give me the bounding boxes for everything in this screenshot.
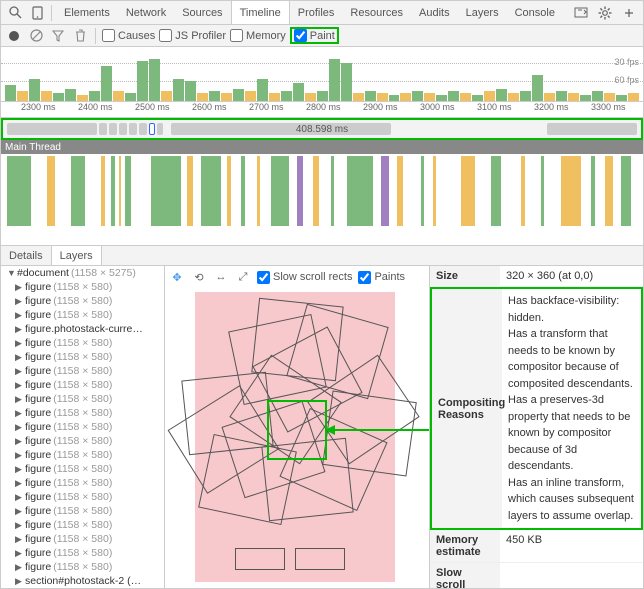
tab-audits[interactable]: Audits (411, 1, 458, 24)
tree-root[interactable]: ▼#document (1158 × 5275) (1, 266, 164, 280)
layer-stage (195, 292, 395, 582)
main-toolbar: ElementsNetworkSourcesTimelineProfilesRe… (1, 1, 643, 25)
move-icon[interactable]: ↔ (213, 269, 229, 285)
drawer-icon[interactable] (571, 3, 591, 23)
layer-viz[interactable]: ✥ ⟲ ↔ ⤢ Slow scroll rects Paints (165, 266, 429, 588)
reset-icon[interactable]: ⤢ (235, 269, 251, 285)
paints-checkbox[interactable]: Paints (358, 271, 405, 284)
tree-item[interactable]: ▶figure (1158 × 580) (1, 434, 164, 448)
tab-profiles[interactable]: Profiles (290, 1, 343, 24)
rotate-icon[interactable]: ⟲ (191, 269, 207, 285)
overview-chart[interactable]: 30 fps 60 fps (1, 47, 643, 102)
jsprofiler-label: JS Profiler (175, 30, 226, 42)
tree-item[interactable]: ▶figure (1158 × 580) (1, 518, 164, 532)
record-icon[interactable] (5, 27, 23, 45)
divider (95, 28, 96, 44)
bottom-tab-layers[interactable]: Layers (51, 246, 102, 265)
info-mem-row: Memory estimate 450 KB (430, 530, 643, 563)
paint-checkbox[interactable]: Paint (290, 27, 339, 44)
tree-item[interactable]: ▶figure (1158 × 580) (1, 350, 164, 364)
info-slow-row: Slow scroll regions (430, 563, 643, 588)
search-icon[interactable] (5, 3, 25, 23)
slowscroll-checkbox[interactable]: Slow scroll rects (257, 271, 352, 284)
tree-item[interactable]: ▶figure (1158 × 580) (1, 504, 164, 518)
viz-toolbar: ✥ ⟲ ↔ ⤢ Slow scroll rects Paints (165, 266, 429, 288)
scrubber-label: 408.598 ms (296, 124, 348, 135)
info-reasons-row: Compositing Reasons Has backface-visibil… (430, 287, 643, 530)
gear-icon[interactable] (595, 3, 615, 23)
tab-sources[interactable]: Sources (174, 1, 230, 24)
tree-item[interactable]: ▶figure (1158 × 580) (1, 476, 164, 490)
info-size-row: Size 320 × 360 (at 0,0) (430, 266, 643, 287)
toolbar-right (571, 3, 639, 23)
tree-item[interactable]: ▶section#photostack-2 (… (1, 574, 164, 588)
tree-item[interactable]: ▶figure (1158 × 580) (1, 420, 164, 434)
panel-tabs: ElementsNetworkSourcesTimelineProfilesRe… (56, 1, 563, 24)
device-icon[interactable] (27, 3, 47, 23)
tree-item[interactable]: ▶figure (1158 × 580) (1, 560, 164, 574)
tree-item[interactable]: ▶figure (1158 × 580) (1, 490, 164, 504)
causes-label: Causes (118, 30, 155, 42)
tree-item[interactable]: ▶figure (1158 × 580) (1, 532, 164, 546)
tree-item[interactable]: ▶figure (1158 × 580) (1, 392, 164, 406)
overview-bars (1, 59, 643, 101)
tab-layers[interactable]: Layers (458, 1, 507, 24)
layer-info: Size 320 × 360 (at 0,0) Compositing Reas… (429, 266, 643, 588)
bottom-tabs: DetailsLayers (1, 246, 643, 266)
main-thread-header: Main Thread (1, 140, 643, 154)
paint-label: Paint (310, 30, 335, 42)
pan-icon[interactable]: ✥ (169, 269, 185, 285)
layers-content: ▼#document (1158 × 5275)▶figure (1158 × … (1, 266, 643, 588)
jsprofiler-checkbox[interactable]: JS Profiler (159, 29, 226, 42)
time-axis: 2300 ms2400 ms2500 ms2600 ms2700 ms2800 … (1, 102, 643, 118)
tab-elements[interactable]: Elements (56, 1, 118, 24)
devtools-panel: ElementsNetworkSourcesTimelineProfilesRe… (0, 0, 644, 589)
memory-label: Memory (246, 30, 286, 42)
tree-item[interactable]: ▶figure (1158 × 580) (1, 364, 164, 378)
timeline-toolbar: Causes JS Profiler Memory Paint (1, 25, 643, 47)
memory-checkbox[interactable]: Memory (230, 29, 286, 42)
tree-item[interactable]: ▶figure (1158 × 580) (1, 546, 164, 560)
scrubber[interactable]: 408.598 ms (1, 118, 643, 140)
tree-item[interactable]: ▶figure (1158 × 580) (1, 462, 164, 476)
tab-timeline[interactable]: Timeline (231, 1, 290, 24)
layer-tree[interactable]: ▼#document (1158 × 5275)▶figure (1158 × … (1, 266, 165, 588)
filter-icon[interactable] (49, 27, 67, 45)
causes-checkbox[interactable]: Causes (102, 29, 155, 42)
tree-item[interactable]: ▶figure (1158 × 580) (1, 378, 164, 392)
tree-item[interactable]: ▶figure (1158 × 580) (1, 336, 164, 350)
tab-resources[interactable]: Resources (342, 1, 411, 24)
tree-item[interactable]: ▶figure (1158 × 580) (1, 308, 164, 322)
tree-item[interactable]: ▶figure.photostack-curre… (1, 322, 164, 336)
bottom-tab-details[interactable]: Details (1, 246, 51, 265)
tree-item[interactable]: ▶figure (1158 × 580) (1, 294, 164, 308)
clear-icon[interactable] (27, 27, 45, 45)
tree-item[interactable]: ▶figure (1158 × 580) (1, 448, 164, 462)
divider (51, 5, 52, 21)
dock-icon[interactable] (619, 3, 639, 23)
tree-item[interactable]: ▶figure (1158 × 580) (1, 280, 164, 294)
trash-icon[interactable] (71, 27, 89, 45)
flame-chart[interactable] (1, 154, 643, 246)
tab-network[interactable]: Network (118, 1, 174, 24)
tree-item[interactable]: ▶figure (1158 × 580) (1, 406, 164, 420)
tab-console[interactable]: Console (507, 1, 563, 24)
